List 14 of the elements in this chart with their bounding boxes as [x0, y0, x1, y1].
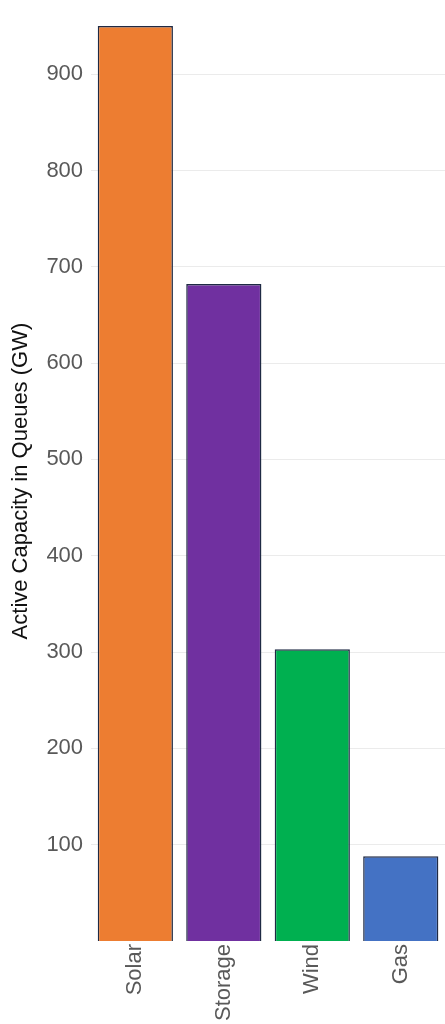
y-tick-label: 200 — [46, 734, 84, 760]
y-tick-label: 100 — [46, 830, 84, 856]
y-tick-label: 300 — [46, 638, 84, 664]
x-tick-label: Solar — [121, 943, 147, 996]
y-tick-label: 800 — [46, 156, 84, 182]
x-tick-label: Storage — [209, 943, 235, 1022]
y-tick-label: 400 — [46, 541, 84, 567]
y-axis-title: Active Capacity in Queues (GW) — [7, 322, 33, 640]
x-tick-label: Wind — [298, 943, 324, 995]
y-tick-label: 700 — [46, 252, 84, 278]
x-tick-label: Gas — [386, 943, 412, 985]
y-tick-label: 500 — [46, 445, 84, 471]
y-tick-label: 600 — [46, 349, 84, 375]
y-tick-label: 900 — [46, 60, 84, 86]
